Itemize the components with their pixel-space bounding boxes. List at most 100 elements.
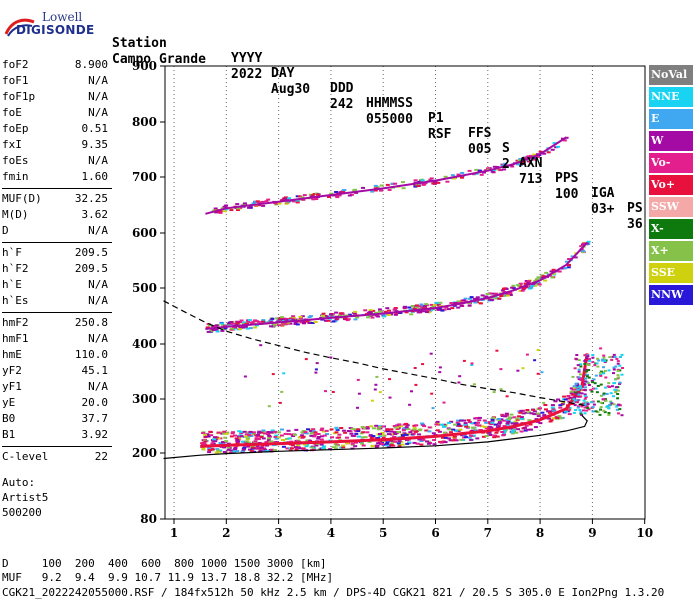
echo-dash: [581, 249, 586, 252]
echo-dash: [551, 272, 556, 275]
echo-dash: [393, 182, 398, 185]
echo-dash: [616, 393, 620, 395]
echo-dash: [343, 431, 348, 434]
echo-dash: [300, 431, 305, 434]
echo-dash: [619, 356, 622, 358]
echo-dash: [369, 437, 374, 439]
echo-dash: [449, 431, 453, 434]
echo-dash: [404, 422, 409, 425]
echo-dash: [618, 382, 621, 385]
legend-item: E: [649, 109, 693, 129]
echo-dash: [321, 430, 326, 433]
echo-dash: [612, 353, 616, 356]
echo-dash: [320, 427, 325, 430]
echo-dash: [350, 427, 355, 430]
echo-dash: [486, 431, 491, 434]
echo-dash: [397, 440, 402, 443]
echo-dash: [407, 441, 412, 444]
echo-dash: [532, 284, 537, 287]
echo-dash: [277, 324, 281, 327]
echo-dash: [450, 174, 455, 177]
echo-dash: [474, 424, 479, 427]
echo-dash: [256, 320, 261, 323]
echo-dash: [334, 311, 339, 314]
echo-dash: [248, 430, 253, 433]
echo-dash: [354, 432, 359, 435]
echo-dash: [369, 425, 374, 428]
echo-dash: [347, 194, 352, 197]
echo-dash: [295, 323, 300, 326]
echo-dash: [253, 200, 258, 203]
param-label: B1: [2, 428, 16, 441]
echo-dash: [201, 432, 206, 435]
echo-dash: [331, 320, 336, 323]
echo-dash: [499, 368, 503, 371]
y-tick-label: 200: [132, 446, 157, 460]
echo-dash: [228, 451, 233, 454]
echo-dash: [302, 448, 307, 451]
echo-dash: [578, 392, 582, 395]
echo-dash: [254, 324, 259, 327]
echo-dash: [321, 445, 326, 448]
echo-dash: [324, 429, 329, 432]
echo-dash: [459, 438, 464, 441]
echo-dash: [343, 317, 348, 320]
echo-dash: [542, 152, 547, 155]
echo-dash: [414, 383, 418, 386]
echo-dash: [304, 445, 309, 448]
echo-dash: [412, 428, 417, 431]
echo-dash: [424, 429, 429, 432]
echo-dash: [314, 368, 318, 371]
echo-dash: [566, 395, 571, 397]
echo-dash: [484, 295, 489, 298]
echo-dash: [290, 433, 295, 436]
echo-dash: [595, 362, 599, 365]
echo-dash: [547, 274, 552, 277]
echo-dash: [220, 329, 225, 332]
echo-dash: [612, 366, 616, 369]
echo-dash: [389, 428, 394, 431]
echo-dash: [373, 189, 378, 192]
echo-dash: [236, 207, 241, 210]
echo-dash: [334, 447, 338, 450]
echo-dash: [360, 426, 365, 428]
echo-dash: [297, 436, 302, 439]
echo-dash: [345, 442, 350, 445]
echo-dash: [379, 189, 383, 192]
echo-dash: [361, 431, 366, 434]
echo-dash: [467, 302, 472, 304]
echo-dash: [338, 314, 343, 316]
echo-dash: [397, 423, 402, 426]
echo-dash: [435, 429, 440, 432]
echo-dash: [494, 431, 499, 434]
echo-dash: [404, 426, 409, 429]
autoscale-line3: 500200: [2, 506, 42, 519]
echo-dash: [237, 328, 242, 331]
echo-dash: [472, 383, 476, 386]
echo-dash: [471, 429, 475, 432]
echo-dash: [393, 308, 398, 311]
echo-dash: [356, 430, 361, 432]
echo-dash: [517, 159, 522, 162]
echo-dash: [207, 447, 212, 449]
echo-dash: [257, 201, 262, 204]
echo-dash: [436, 181, 441, 184]
echo-dash: [532, 153, 537, 156]
echo-dash: [376, 442, 381, 445]
echo-dash: [595, 391, 599, 394]
echo-dash: [585, 363, 589, 366]
echo-dash: [293, 321, 298, 324]
logo-swoosh-icon: [4, 18, 35, 37]
echo-dash: [571, 393, 576, 396]
echo-dash: [256, 433, 261, 436]
echo-dash: [321, 314, 325, 317]
echo-dash: [536, 349, 540, 351]
param-value: 209.5: [74, 246, 108, 259]
echo-dash: [526, 411, 531, 414]
echo-dash: [291, 317, 296, 320]
echo-dash: [292, 200, 297, 203]
echo-dash: [603, 360, 607, 363]
echo-dash: [583, 403, 587, 406]
echo-dash: [354, 441, 359, 444]
echo-dash: [577, 368, 581, 371]
